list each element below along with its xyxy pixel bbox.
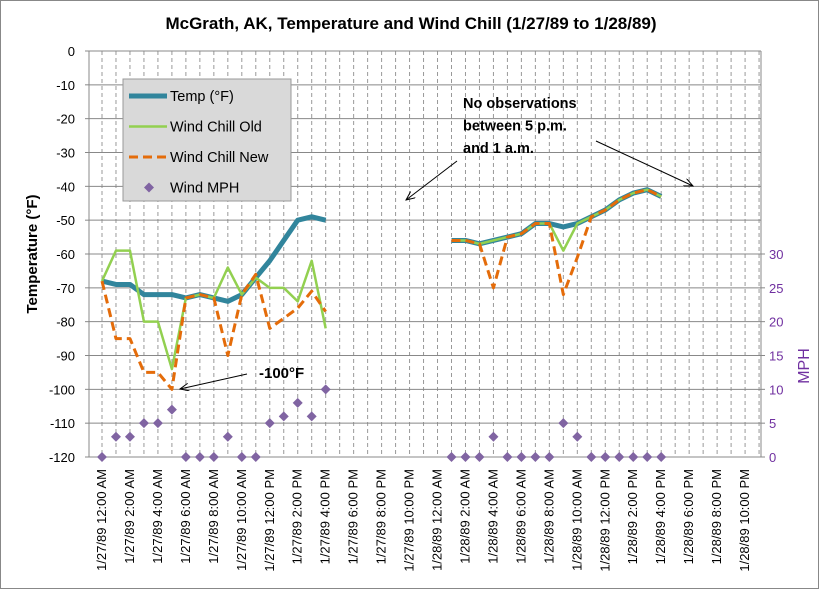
x-tick-label: 1/27/89 10:00 AM — [234, 469, 249, 571]
y-axis-label: Temperature (°F) — [24, 194, 41, 313]
y-tick-label: -50 — [56, 213, 75, 228]
wind-mph-marker — [278, 411, 289, 422]
annotation-text: between 5 p.m. — [463, 119, 567, 135]
x-tick-label: 1/28/89 12:00 AM — [430, 469, 445, 571]
wind-mph-marker — [446, 452, 457, 462]
x-tick-label: 1/27/89 8:00 AM — [206, 469, 221, 564]
x-tick-label: 1/27/89 12:00 PM — [262, 469, 277, 572]
wind-mph-marker — [530, 452, 541, 462]
wind-mph-marker — [516, 452, 527, 462]
y2-tick-label: 30 — [769, 247, 783, 262]
wind-mph-marker — [208, 452, 219, 462]
y-tick-label: -70 — [56, 281, 75, 296]
y2-tick-label: 25 — [769, 281, 783, 296]
y2-axis-label: MPH — [796, 348, 813, 384]
wind-mph-marker — [250, 452, 261, 462]
annotation-arrow — [180, 373, 248, 389]
x-tick-label: 1/27/89 12:00 AM — [94, 469, 109, 571]
x-tick-label: 1/28/89 2:00 AM — [457, 469, 472, 564]
annotation-text: and 1 a.m. — [463, 141, 534, 157]
x-tick-label: 1/28/89 8:00 AM — [541, 469, 556, 564]
wind-mph-marker — [642, 452, 653, 462]
wind-mph-marker — [110, 431, 121, 442]
y2-tick-label: 5 — [769, 416, 776, 431]
x-tick-label: 1/27/89 8:00 PM — [374, 469, 389, 564]
wind-mph-marker — [614, 452, 625, 462]
annotation-text: No observations — [463, 96, 577, 112]
y-tick-label: -100 — [49, 382, 75, 397]
wind-mph-marker — [138, 418, 149, 429]
y2-tick-label: 15 — [769, 349, 783, 364]
wind-mph-marker — [194, 452, 205, 462]
x-tick-label: 1/28/89 10:00 PM — [737, 469, 752, 572]
y-tick-label: -80 — [56, 315, 75, 330]
legend-label: Wind Chill New — [170, 150, 269, 166]
x-tick-label: 1/27/89 2:00 PM — [290, 469, 305, 564]
annotation-arrow — [406, 160, 458, 200]
x-tick-label: 1/27/89 6:00 PM — [346, 469, 361, 564]
wind-mph-marker — [474, 452, 485, 462]
chart-title: McGrath, AK, Temperature and Wind Chill … — [165, 14, 656, 33]
legend-label: Temp (°F) — [170, 89, 234, 105]
legend-label: Wind MPH — [170, 181, 239, 197]
wind-mph-marker — [320, 384, 331, 395]
annotation-arrow — [595, 140, 693, 186]
y-tick-label: -120 — [49, 450, 75, 465]
x-tick-label: 1/28/89 4:00 AM — [485, 469, 500, 564]
wind-mph-marker — [292, 397, 303, 408]
wind-mph-marker — [236, 452, 247, 462]
wind-mph-marker — [572, 431, 583, 442]
wind-chill-newline — [451, 188, 662, 297]
legend-box — [122, 78, 292, 202]
wind-mph-marker — [152, 418, 163, 429]
wind-mph-marker — [264, 418, 275, 429]
wind-mph-marker — [460, 452, 471, 462]
x-tick-label: 1/28/89 4:00 PM — [653, 469, 668, 564]
y2-tick-label: 10 — [769, 382, 783, 397]
y2-tick-label: 20 — [769, 315, 783, 330]
x-tick-label: 1/27/89 4:00 AM — [150, 469, 165, 564]
wind-chill-newline — [100, 272, 327, 391]
y-tick-label: -110 — [50, 416, 75, 431]
wind-mph-marker — [166, 404, 177, 415]
annotation-text: -100°F — [259, 365, 304, 382]
y2-tick-label: 0 — [769, 450, 776, 465]
y-tick-label: -40 — [56, 179, 75, 194]
y-tick-label: -10 — [56, 78, 75, 93]
wind-mph-marker — [306, 411, 317, 422]
x-tick-label: 1/28/89 6:00 PM — [681, 469, 696, 564]
wind-mph-marker — [628, 452, 639, 462]
legend-label: Wind Chill Old — [170, 120, 262, 136]
x-tick-label: 1/28/89 2:00 PM — [625, 469, 640, 564]
x-tick-label: 1/28/89 10:00 AM — [569, 469, 584, 571]
wind-mph-marker — [180, 452, 191, 462]
x-tick-label: 1/27/89 10:00 PM — [402, 469, 417, 572]
y-tick-label: 0 — [68, 44, 75, 59]
wind-mph-marker — [656, 452, 667, 462]
x-tick-label: 1/27/89 2:00 AM — [122, 469, 137, 564]
legend-marker — [144, 182, 154, 193]
x-tick-label: 1/28/89 6:00 AM — [513, 469, 528, 564]
x-tick-label: 1/28/89 12:00 PM — [597, 469, 612, 572]
x-tick-label: 1/28/89 8:00 PM — [709, 469, 724, 564]
y-tick-label: -30 — [56, 146, 75, 161]
wind-mph-marker — [124, 431, 135, 442]
wind-mph-marker — [558, 418, 569, 429]
wind-mph-marker — [586, 452, 597, 462]
y-tick-label: -90 — [56, 349, 75, 364]
wind-mph-marker — [544, 452, 555, 462]
wind-mph-marker — [222, 431, 233, 442]
wind-mph-marker — [97, 452, 107, 462]
y-tick-label: -20 — [56, 112, 75, 127]
wind-mph-marker — [502, 452, 513, 462]
y-tick-label: -60 — [56, 247, 75, 262]
wind-mph-marker — [600, 452, 611, 462]
x-tick-label: 1/27/89 6:00 AM — [178, 469, 193, 564]
x-tick-label: 1/27/89 4:00 PM — [318, 469, 333, 564]
wind-mph-marker — [488, 431, 499, 442]
